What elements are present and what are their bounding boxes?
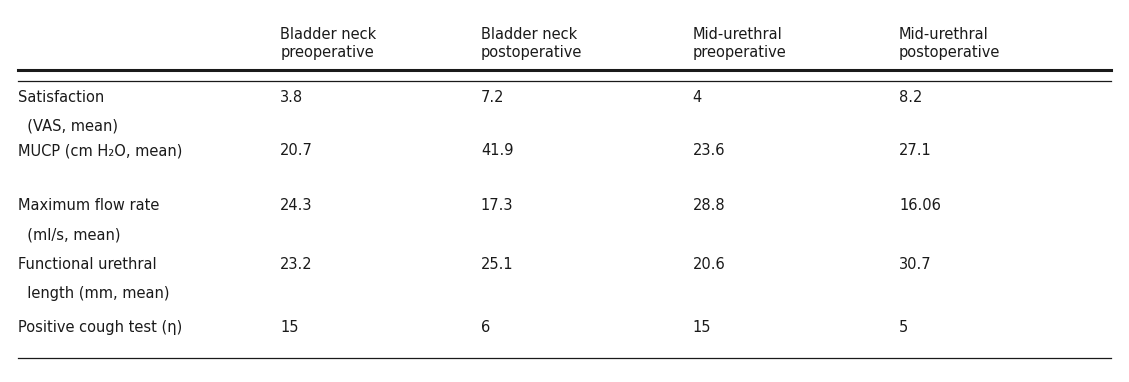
Text: 30.7: 30.7 <box>899 257 931 272</box>
Text: length (mm, mean): length (mm, mean) <box>18 286 169 301</box>
Text: 15: 15 <box>280 320 299 335</box>
Text: 16.06: 16.06 <box>899 198 940 214</box>
Text: 23.2: 23.2 <box>280 257 313 272</box>
Text: 3.8: 3.8 <box>280 90 304 105</box>
Text: 8.2: 8.2 <box>899 90 922 105</box>
Text: Functional urethral: Functional urethral <box>18 257 157 272</box>
Text: 20.7: 20.7 <box>280 143 313 158</box>
Text: (ml/s, mean): (ml/s, mean) <box>18 227 121 242</box>
Text: 25.1: 25.1 <box>481 257 514 272</box>
Text: 27.1: 27.1 <box>899 143 931 158</box>
Text: Satisfaction: Satisfaction <box>18 90 104 105</box>
Text: MUCP (cm H₂O, mean): MUCP (cm H₂O, mean) <box>18 143 183 158</box>
Text: 41.9: 41.9 <box>481 143 514 158</box>
Text: Maximum flow rate: Maximum flow rate <box>18 198 159 214</box>
Text: Bladder neck
preoperative: Bladder neck preoperative <box>280 27 376 60</box>
Text: 15: 15 <box>693 320 711 335</box>
Text: 5: 5 <box>899 320 909 335</box>
Text: 6: 6 <box>481 320 490 335</box>
Text: 23.6: 23.6 <box>693 143 725 158</box>
Text: 4: 4 <box>693 90 702 105</box>
Text: 20.6: 20.6 <box>693 257 726 272</box>
Text: 28.8: 28.8 <box>693 198 725 214</box>
Text: Positive cough test (η): Positive cough test (η) <box>18 320 183 335</box>
Text: 24.3: 24.3 <box>280 198 313 214</box>
Text: 7.2: 7.2 <box>481 90 505 105</box>
Text: 17.3: 17.3 <box>481 198 514 214</box>
Text: (VAS, mean): (VAS, mean) <box>18 118 119 133</box>
Text: Bladder neck
postoperative: Bladder neck postoperative <box>481 27 583 60</box>
Text: Mid-urethral
postoperative: Mid-urethral postoperative <box>899 27 1000 60</box>
Text: Mid-urethral
preoperative: Mid-urethral preoperative <box>693 27 787 60</box>
